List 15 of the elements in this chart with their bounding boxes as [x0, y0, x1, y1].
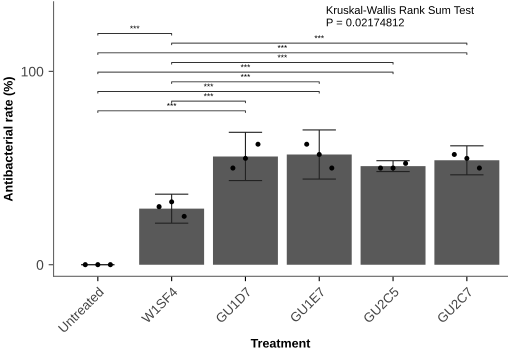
- annotation: ***: [314, 35, 324, 38]
- annotation: P = 0.02174812: [326, 18, 404, 26]
- annotation: Kruskal-Wallis Rank Sum Test: [326, 6, 474, 14]
- annotation: ***: [166, 102, 176, 106]
- y-axis-title: Antibacterial rate (%): [3, 77, 16, 202]
- y-tick-label: 100: [22, 66, 44, 77]
- annotation: ***: [240, 64, 250, 68]
- annotation: ***: [278, 54, 288, 58]
- annotation: ***: [204, 93, 214, 96]
- annotation: ***: [130, 26, 140, 29]
- annotation: ***: [240, 74, 250, 77]
- y-tick-label: 0: [36, 260, 44, 270]
- annotation: ***: [204, 84, 214, 87]
- x-axis-title: Treatment: [250, 338, 310, 348]
- annotation: ***: [278, 44, 288, 48]
